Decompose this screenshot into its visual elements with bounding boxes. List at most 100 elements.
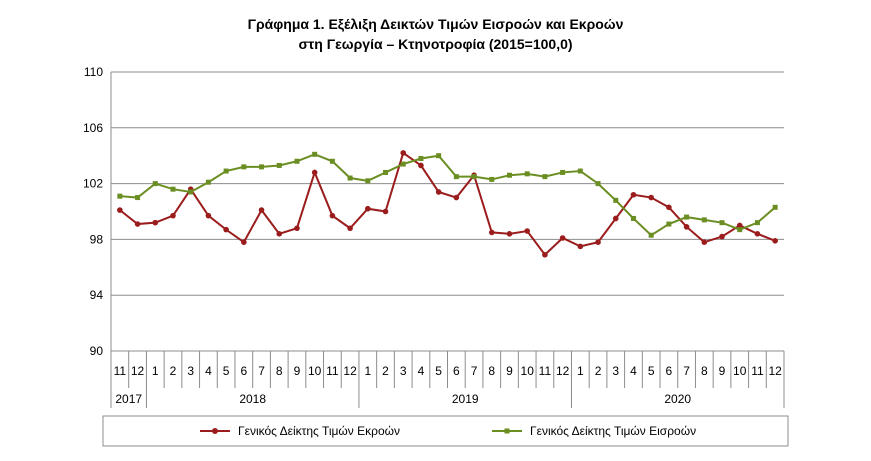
x-tick-label: 6 — [240, 364, 247, 378]
data-point — [453, 174, 459, 180]
data-point — [560, 169, 566, 175]
chart-subtitle: στη Γεωργία – Κτηνοτροφία (2015=100,0) — [298, 36, 573, 52]
data-point — [152, 219, 159, 226]
y-tick-label: 110 — [84, 65, 103, 79]
x-tick-label: 1 — [364, 364, 371, 378]
data-point — [329, 158, 335, 164]
data-point — [135, 195, 141, 201]
data-point — [347, 225, 353, 232]
data-point — [418, 155, 424, 161]
data-point — [613, 197, 619, 203]
data-point — [524, 228, 530, 234]
year-label: 2017 — [115, 392, 142, 406]
data-point — [471, 174, 477, 180]
data-point — [311, 169, 318, 176]
x-tick-label: 6 — [666, 364, 673, 378]
legend-marker — [212, 428, 218, 434]
data-point — [737, 227, 743, 233]
x-tick-label: 5 — [648, 364, 655, 378]
data-point — [312, 151, 318, 157]
data-point — [630, 215, 636, 221]
x-tick-label: 10 — [308, 364, 322, 378]
data-point — [648, 194, 654, 201]
x-tick-label: 8 — [701, 364, 708, 378]
legend-label: Γενικός Δείκτης Τιμών Εισροών — [530, 424, 696, 438]
data-point — [294, 225, 300, 232]
series-line — [119, 153, 776, 237]
data-point — [595, 239, 601, 245]
data-point — [489, 176, 495, 182]
x-tick-label: 11 — [326, 364, 339, 378]
data-point — [666, 204, 672, 211]
legend-label: Γενικός Δείκτης Τιμών Εκροών — [238, 424, 400, 438]
data-point — [630, 191, 637, 198]
x-tick-label: 4 — [418, 364, 425, 378]
data-point — [506, 231, 513, 237]
x-tick-label: 8 — [488, 364, 495, 378]
x-tick-label: 10 — [521, 364, 535, 378]
data-point — [205, 212, 212, 219]
x-tick-label: 12 — [343, 364, 357, 378]
data-point — [772, 204, 778, 210]
data-point — [223, 226, 229, 233]
data-point — [684, 214, 690, 220]
x-tick-label: 5 — [223, 364, 230, 378]
year-label: 2019 — [452, 392, 479, 406]
x-tick-label: 3 — [612, 364, 619, 378]
chart-title: Γράφημα 1. Εξέλιξη Δεικτών Τιμών Εισροών… — [247, 16, 624, 32]
data-point — [701, 217, 707, 223]
data-point — [276, 162, 282, 168]
data-point — [435, 189, 442, 195]
x-tick-label: 12 — [556, 364, 570, 378]
data-point — [117, 193, 123, 199]
x-tick-label: 1 — [152, 364, 159, 378]
x-tick-label: 4 — [630, 364, 637, 378]
data-point — [152, 181, 158, 187]
data-point — [241, 239, 247, 245]
data-point — [347, 175, 353, 181]
data-point — [294, 158, 300, 164]
x-tick-label: 9 — [719, 364, 726, 378]
data-point — [683, 224, 690, 230]
data-point — [524, 171, 530, 177]
data-point — [612, 215, 619, 222]
x-tick-label: 11 — [539, 364, 552, 378]
data-point — [400, 150, 407, 156]
x-tick-label: 12 — [131, 364, 145, 378]
y-tick-label: 106 — [83, 121, 103, 135]
x-tick-label: 1 — [577, 364, 584, 378]
data-point — [134, 221, 141, 227]
data-point — [188, 189, 194, 195]
data-point — [382, 208, 389, 215]
series-line — [119, 151, 776, 257]
x-tick-label: 9 — [294, 364, 301, 378]
data-point — [365, 178, 371, 184]
data-point — [418, 162, 424, 169]
x-tick-label: 4 — [205, 364, 212, 378]
x-tick-label: 7 — [258, 364, 265, 378]
data-point — [648, 232, 654, 238]
x-tick-label: 6 — [453, 364, 460, 378]
data-point — [365, 205, 371, 212]
legend-box — [102, 415, 789, 447]
data-point — [436, 153, 442, 159]
x-tick-label: 2 — [595, 364, 602, 378]
data-point — [701, 239, 708, 245]
data-point — [329, 212, 336, 219]
data-point — [506, 172, 512, 178]
data-point — [577, 243, 584, 250]
x-tick-label: 11 — [751, 364, 764, 378]
data-point — [542, 251, 548, 258]
data-point — [170, 186, 176, 192]
x-tick-label: 2 — [382, 364, 389, 378]
x-tick-label: 2 — [170, 364, 177, 378]
data-point — [595, 181, 601, 187]
data-point — [205, 179, 211, 185]
data-point — [259, 164, 265, 170]
x-tick-label: 8 — [276, 364, 283, 378]
data-point — [719, 220, 725, 226]
data-point — [117, 207, 123, 213]
data-point — [453, 194, 460, 201]
data-point — [754, 231, 761, 237]
